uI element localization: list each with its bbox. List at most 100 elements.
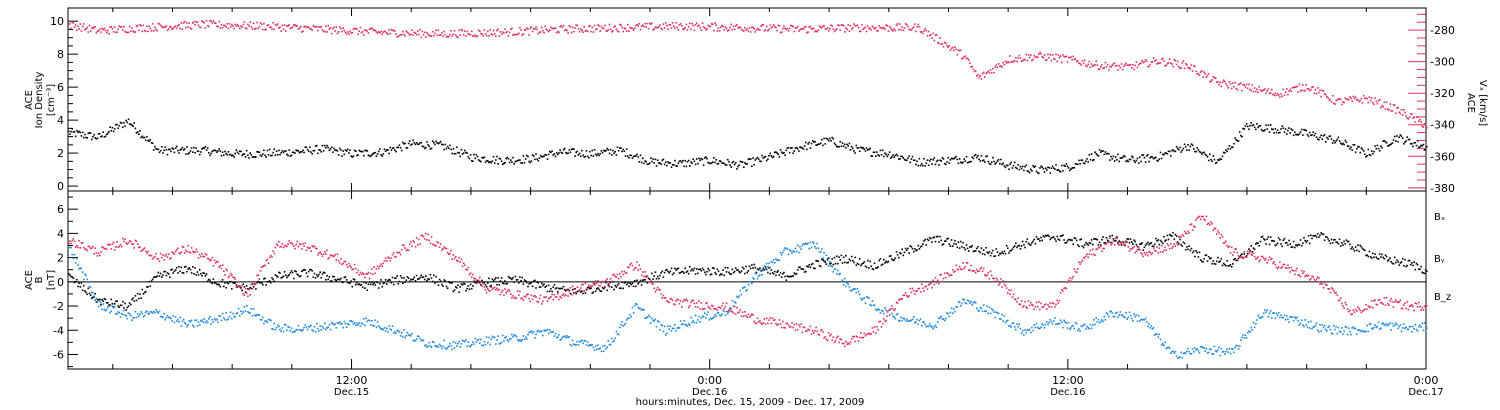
- by-point: [955, 305, 957, 308]
- vx-point: [747, 30, 750, 33]
- bx-point: [997, 254, 1000, 257]
- density-point: [1140, 160, 1142, 163]
- bx-point: [723, 274, 726, 277]
- vx-point: [678, 24, 681, 26]
- by-point: [1396, 323, 1398, 326]
- by-point: [590, 344, 592, 346]
- bz-point: [239, 284, 241, 287]
- vx-point: [865, 30, 868, 33]
- density-point: [324, 144, 326, 147]
- by-point: [135, 316, 138, 319]
- bx-point: [430, 277, 433, 279]
- bx-point: [1074, 237, 1077, 240]
- density-point: [561, 152, 564, 154]
- bx-point: [1136, 245, 1139, 248]
- bx-point: [1187, 248, 1189, 251]
- density-point: [419, 142, 421, 144]
- vx-point: [867, 25, 869, 27]
- density-point: [172, 148, 175, 150]
- bx-point: [1032, 240, 1034, 243]
- density-point: [656, 159, 659, 161]
- by-point: [1242, 334, 1244, 336]
- density-point: [429, 148, 432, 150]
- density-point: [1032, 165, 1034, 167]
- by-point: [555, 336, 558, 339]
- by-point: [574, 343, 576, 346]
- density-point: [341, 155, 343, 157]
- bx-point: [496, 283, 498, 286]
- density-point: [997, 158, 1000, 161]
- density-point: [691, 162, 693, 164]
- density-point: [78, 130, 80, 133]
- vx-point: [337, 31, 340, 33]
- bx-point: [395, 277, 397, 279]
- vx-point: [444, 33, 447, 36]
- vx-point: [511, 27, 513, 30]
- by-point: [834, 268, 837, 270]
- bz-point: [125, 242, 127, 244]
- by-point: [775, 258, 777, 260]
- by-point: [527, 333, 529, 336]
- by-point: [796, 244, 799, 247]
- by-point: [903, 318, 906, 320]
- vx-point: [643, 25, 645, 28]
- bx-point: [1378, 253, 1381, 255]
- bz-point: [68, 242, 70, 245]
- bx-point: [197, 274, 200, 276]
- vx-point: [1188, 66, 1190, 69]
- density-point: [1407, 138, 1410, 141]
- vx-point: [590, 30, 592, 33]
- bx-point: [1049, 238, 1052, 241]
- by-point: [511, 333, 513, 336]
- vx-point: [570, 31, 573, 34]
- density-point: [1132, 156, 1134, 159]
- by-point: [343, 320, 346, 323]
- density-point: [364, 149, 366, 152]
- density-point: [869, 147, 871, 150]
- by-point: [311, 329, 313, 331]
- bx-point: [1416, 264, 1419, 266]
- density-point: [1040, 165, 1042, 168]
- bx-point: [1170, 234, 1172, 237]
- density-point: [1025, 164, 1027, 167]
- by-point: [1159, 338, 1162, 341]
- by-point: [448, 345, 450, 348]
- vx-point: [600, 25, 603, 28]
- bx-point: [788, 275, 791, 278]
- vx-point: [1361, 102, 1364, 104]
- vx-point: [528, 34, 530, 36]
- bx-point: [84, 290, 86, 292]
- density-point: [790, 147, 792, 149]
- density-point: [93, 133, 95, 136]
- bx-point: [1303, 237, 1305, 239]
- by-point: [174, 316, 177, 318]
- vx-point: [655, 26, 658, 29]
- vx-point: [1303, 89, 1305, 92]
- vx-point: [202, 21, 204, 23]
- vx-point: [927, 30, 930, 33]
- by-point: [692, 319, 695, 322]
- vx-point: [1116, 64, 1118, 67]
- bx-point: [258, 281, 261, 284]
- by-point: [617, 333, 620, 336]
- vx-point: [500, 33, 503, 36]
- density-point: [970, 160, 972, 163]
- density-point: [1139, 156, 1141, 158]
- bx-point: [341, 281, 343, 283]
- density-point: [730, 166, 732, 168]
- density-point: [1283, 131, 1286, 133]
- bx-point: [918, 248, 921, 250]
- by-point: [1393, 324, 1396, 326]
- vx-point: [1180, 67, 1182, 69]
- bx-point: [1162, 242, 1164, 245]
- by-point: [694, 314, 697, 317]
- by-point: [326, 327, 328, 329]
- bx-point: [350, 280, 352, 282]
- bx-point: [457, 284, 459, 286]
- bx-point: [806, 265, 808, 267]
- vx-point: [1376, 102, 1379, 105]
- vx-point: [243, 21, 246, 23]
- bx-point: [653, 275, 655, 277]
- density-point: [1320, 134, 1322, 137]
- by-point: [297, 324, 300, 327]
